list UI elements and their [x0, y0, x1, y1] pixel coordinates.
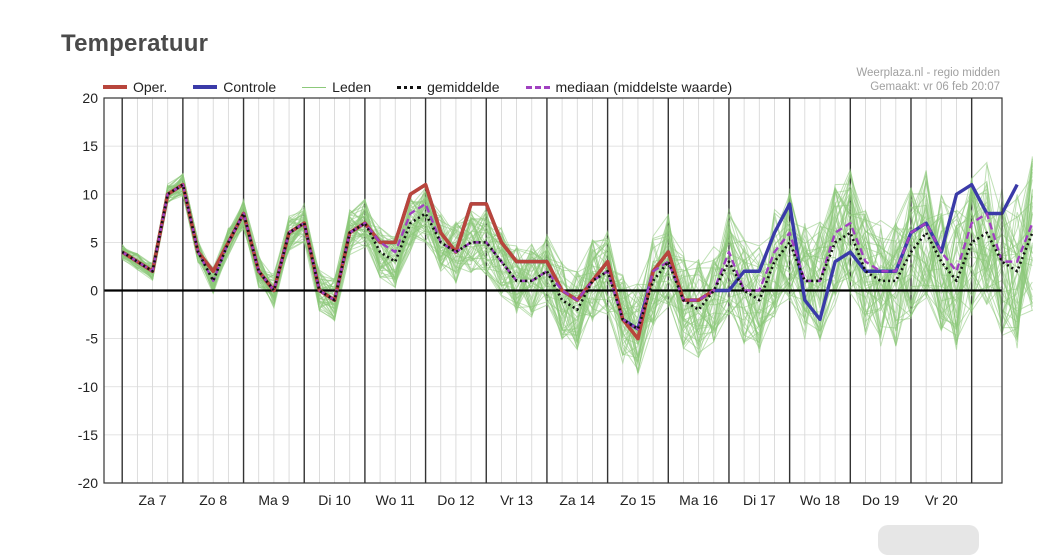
series-line-oper — [121, 182, 715, 341]
x-day-label: Do 19 — [862, 492, 900, 508]
x-day-label: Di 10 — [318, 492, 351, 508]
legend-label-leden: Leden — [332, 79, 372, 95]
legend-label-controle: Controle — [223, 79, 277, 95]
credit-source: Weerplaza.nl - regio midden — [856, 67, 1000, 79]
series-layer — [121, 182, 1034, 341]
temperature-chart: 20 15 10 5 0 -5 -10 -15 -20 Za 7 Zo 8 Ma 9 Di 10 Wo 1… — [78, 90, 1034, 508]
legend-swatch-controle — [193, 85, 218, 89]
legend-swatch-gemiddelde — [397, 85, 422, 89]
plot-frame — [103, 97, 1003, 484]
legend-label-mediaan: mediaan (middelste waarde) — [555, 79, 733, 95]
legend-item-controle: Controle — [193, 79, 276, 95]
chart-legend: Oper. Controle Leden gemiddelde mediaan … — [103, 78, 758, 96]
y-tick-label: 10 — [82, 186, 98, 202]
y-tick-label: 0 — [90, 283, 98, 299]
y-tick-label: 15 — [82, 138, 98, 154]
x-day-label: Ma 16 — [679, 492, 718, 508]
y-tick-label: 5 — [90, 234, 98, 250]
chart-credit: Weerplaza.nl - regio midden Gemaakt: vr … — [856, 66, 1000, 94]
x-day-label: Vr 13 — [500, 492, 533, 508]
x-day-label: Wo 11 — [376, 492, 415, 508]
x-day-label: Za 7 — [139, 492, 167, 508]
chart-title: Temperatuur — [61, 30, 209, 57]
scroll-handle[interactable] — [878, 525, 979, 555]
legend-item-gemiddelde: gemiddelde — [397, 79, 500, 95]
legend-item-oper: Oper. — [103, 79, 167, 95]
y-tick-label: 20 — [82, 90, 98, 106]
legend-swatch-oper — [103, 85, 127, 89]
legend-label-oper: Oper. — [133, 79, 168, 95]
series-line-mediaan — [121, 183, 1034, 331]
legend-swatch-leden — [302, 86, 327, 88]
x-day-label: Wo 18 — [800, 492, 840, 508]
member-line-47 — [121, 185, 1033, 345]
x-day-label: Vr 20 — [925, 492, 958, 508]
credit-timestamp: Gemaakt: vr 06 feb 20:07 — [870, 81, 1000, 93]
series-line-gemiddelde — [121, 183, 1034, 331]
x-day-label: Di 17 — [743, 492, 776, 508]
legend-item-mediaan: mediaan (middelste waarde) — [525, 79, 733, 95]
x-day-label: Za 14 — [559, 492, 595, 508]
axis-layer: 20 15 10 5 0 -5 -10 -15 -20 Za 7 Zo 8 Ma 9 Di 10 Wo 1… — [78, 90, 1003, 508]
x-day-label: Do 12 — [437, 492, 475, 508]
y-tick-label: -10 — [78, 379, 98, 395]
legend-label-gemiddelde: gemiddelde — [427, 79, 500, 95]
x-day-label: Zo 15 — [620, 492, 656, 508]
y-tick-label: -20 — [78, 475, 98, 491]
legend-item-leden: Leden — [302, 79, 371, 95]
x-day-label: Ma 9 — [258, 492, 289, 508]
legend-swatch-mediaan — [525, 85, 550, 89]
member-line-48 — [121, 176, 1033, 346]
x-day-label: Zo 8 — [199, 492, 227, 508]
y-tick-label: -15 — [78, 427, 98, 443]
y-tick-label: -5 — [86, 331, 99, 347]
member-line-49 — [122, 190, 1033, 343]
